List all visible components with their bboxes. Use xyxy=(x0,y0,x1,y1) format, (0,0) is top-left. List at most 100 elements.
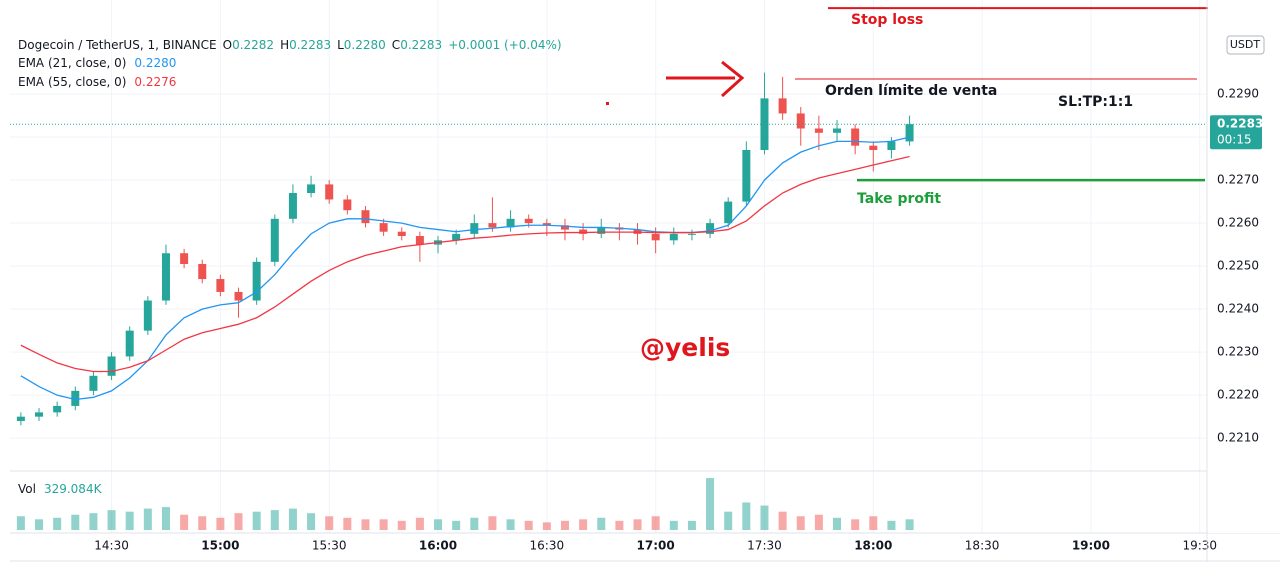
volume-bar xyxy=(198,516,207,530)
price-axis: 0.2210 0.2220 0.2230 0.2240 0.2250 0.2260 0.22… xyxy=(1210,87,1263,445)
y-tick-label: 0.2250 xyxy=(1217,259,1259,273)
indicator-legend: EMA (55, close, 0) 0.2276 xyxy=(18,75,176,89)
indicator-legend: EMA (21, close, 0) 0.2280 xyxy=(18,56,176,70)
candle-body xyxy=(89,375,98,391)
candle-body xyxy=(288,193,297,219)
volume-bar xyxy=(361,519,370,530)
y-tick-label: 0.2270 xyxy=(1217,173,1259,187)
volume-bar xyxy=(615,520,624,530)
ohlc-value: 0.2283 xyxy=(400,38,442,52)
volume-bar xyxy=(270,510,279,530)
overlay: 14:30 15:00 15:30 16:00 16:30 17:00 17:30 18:00… xyxy=(10,7,1220,553)
indicator-value: 0.2280 xyxy=(134,56,176,70)
volume-bar xyxy=(234,513,243,530)
candle-body xyxy=(887,141,896,150)
unit-label: USDT xyxy=(1230,38,1261,51)
x-tick-label: 18:00 xyxy=(854,539,892,553)
candle-body xyxy=(71,390,80,406)
volume-bar xyxy=(833,517,842,530)
level-label: Take profit xyxy=(857,191,941,207)
candle-body xyxy=(35,412,44,417)
legend: Dogecoin / TetherUS, 1, BINANCE O0.2282 H0… xyxy=(18,38,562,496)
y-tick-label: 0.2240 xyxy=(1217,302,1259,316)
candle-body xyxy=(869,145,878,150)
volume-bar xyxy=(633,519,642,530)
dot xyxy=(606,102,609,105)
volume-bar xyxy=(161,507,170,530)
annotation: SL:TP:1:1 xyxy=(1058,94,1133,110)
candle-body xyxy=(270,218,279,262)
candle-body xyxy=(651,233,660,241)
volume-bar xyxy=(434,519,443,530)
volume-bar xyxy=(107,510,116,530)
volume-bar xyxy=(325,516,334,530)
volume-bar xyxy=(796,516,805,530)
candle-body xyxy=(833,128,842,133)
candle-body xyxy=(415,236,424,245)
candle-body xyxy=(198,263,207,280)
level-label: Orden límite de venta xyxy=(825,83,997,99)
volume-bar xyxy=(288,508,297,530)
candle-body xyxy=(470,223,479,234)
candle-body xyxy=(905,124,914,142)
volume-bar xyxy=(542,522,551,530)
ohlc-value: 0.2280 xyxy=(344,38,386,52)
volume-bar xyxy=(760,505,769,530)
candle-body xyxy=(252,261,261,301)
volume-bar xyxy=(397,520,406,530)
candle-body xyxy=(325,184,334,200)
candle-body xyxy=(216,279,225,292)
x-tick-label: 14:30 xyxy=(94,539,129,553)
volume-bar xyxy=(415,517,424,530)
volume-bar xyxy=(16,516,25,530)
volume-bar xyxy=(651,516,660,530)
x-tick-label: 19:30 xyxy=(1182,539,1217,553)
last-price-tag xyxy=(1210,115,1262,150)
candle-body xyxy=(397,231,406,237)
candle-body xyxy=(778,98,787,114)
candle-body xyxy=(560,225,569,230)
arrow xyxy=(666,60,745,98)
y-tick-label: 0.2260 xyxy=(1217,216,1259,230)
volume-bar xyxy=(597,517,606,530)
price-axis-panel xyxy=(1208,0,1280,533)
candle-body xyxy=(742,150,751,202)
ohlc-value: 0.2283 xyxy=(289,38,331,52)
ema-line xyxy=(20,136,910,401)
volume-bar xyxy=(869,516,878,530)
y-tick-label: 0.2230 xyxy=(1217,345,1259,359)
volume-bar xyxy=(252,511,261,530)
volume-bar xyxy=(143,508,152,530)
ohlc-key: H xyxy=(280,38,289,52)
volume-bar xyxy=(706,478,715,530)
x-tick-label: 17:30 xyxy=(747,539,782,553)
candle-body xyxy=(307,184,316,194)
candle-body xyxy=(597,227,606,234)
volume-bar xyxy=(506,519,515,530)
last-price-label: 0.2283 xyxy=(1217,117,1263,131)
countdown: 00:15 xyxy=(1217,133,1252,147)
grid xyxy=(10,0,1207,533)
candle-body xyxy=(234,291,243,301)
candle-body xyxy=(542,223,551,226)
volume-bar xyxy=(579,519,588,530)
volume-bar xyxy=(343,517,352,530)
x-tick-label: 15:30 xyxy=(312,539,347,553)
volume-bar xyxy=(488,516,497,530)
x-tick-label: 19:00 xyxy=(1072,539,1110,553)
candle-body xyxy=(760,98,769,150)
volume-bar xyxy=(524,520,533,530)
ohlc-value: 0.2282 xyxy=(232,38,274,52)
volume-bar xyxy=(560,520,569,530)
indicator-name: EMA (21, close, 0) xyxy=(18,56,126,70)
volume-bar xyxy=(125,511,134,530)
volume-bar xyxy=(724,511,733,530)
x-tick-label: 17:00 xyxy=(637,539,675,553)
candle-body xyxy=(16,416,25,421)
candle-body xyxy=(361,210,370,224)
x-tick-label: 16:00 xyxy=(419,539,457,553)
candle-body xyxy=(524,218,533,224)
candle-body xyxy=(161,253,170,301)
